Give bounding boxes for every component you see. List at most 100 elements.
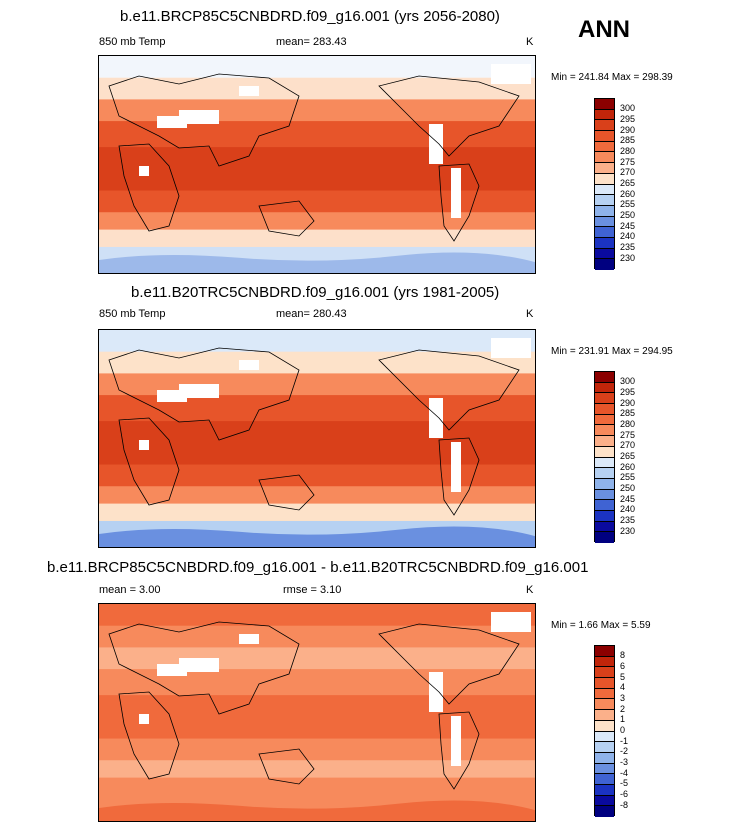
- antarctica-region: [99, 252, 535, 273]
- colorbar-swatch: [595, 510, 614, 522]
- colorbar-tick-label: -6: [620, 789, 629, 800]
- colorbar-tick-label: -5: [620, 778, 629, 789]
- temperature-band: [99, 77, 535, 101]
- panel-3-rmse-label: rmse = 3.10: [283, 584, 342, 596]
- colorbar-swatch: [595, 99, 614, 110]
- coastline: [438, 711, 480, 790]
- colorbar-tick-label: 275: [620, 156, 636, 167]
- colorbar-tick-label: 2: [620, 703, 626, 714]
- panel-2-colorbar-labels: 300 295 290 285 280 275 270 265 260 255 250 245 240 2…: [620, 371, 660, 542]
- colorbar-swatch: [595, 227, 614, 238]
- temperature-band: [99, 604, 535, 627]
- colorbar-swatch: [595, 404, 614, 415]
- temperature-band: [99, 625, 535, 649]
- missing-data-mask: [139, 714, 149, 724]
- missing-data-mask: [491, 338, 531, 358]
- colorbar-swatch: [595, 372, 614, 383]
- coastline: [378, 623, 520, 705]
- colorbar-swatch: [595, 731, 614, 743]
- coastline: [258, 748, 315, 785]
- panel-1-map: [98, 55, 536, 274]
- panel-3-minmax: Min = 1.66 Max = 5.59: [551, 620, 651, 631]
- temperature-band: [99, 421, 535, 466]
- panel-3-map: [98, 603, 536, 822]
- temperature-band: [99, 777, 535, 796]
- coastline: [108, 347, 300, 441]
- colorbar-tick-label: 255: [620, 472, 636, 483]
- coastline: [118, 691, 180, 780]
- antarctica-region: [99, 526, 535, 547]
- season-label: ANN: [578, 16, 630, 43]
- temperature-band: [99, 351, 535, 375]
- colorbar-tick-label: 6: [620, 660, 626, 671]
- colorbar-tick-label: 240: [620, 231, 636, 242]
- missing-data-mask: [139, 166, 149, 176]
- panel-2-minmax: Min = 231.91 Max = 294.95: [551, 346, 673, 357]
- panel-2-mean-label: mean= 280.43: [276, 308, 347, 320]
- temperature-band: [99, 503, 535, 522]
- temperature-band: [99, 486, 535, 505]
- colorbar-tick-label: 235: [620, 242, 636, 253]
- panel-3-title: b.e11.BRCP85C5CNBDRD.f09_g16.001 - b.e11…: [47, 559, 589, 576]
- colorbar-swatch: [595, 216, 614, 228]
- temperature-band: [99, 738, 535, 762]
- colorbar-swatch: [595, 141, 614, 153]
- coastline: [108, 73, 300, 167]
- colorbar-swatch: [595, 152, 614, 164]
- colorbar-tick-label: -4: [620, 767, 629, 778]
- colorbar-swatch: [595, 667, 614, 679]
- panel-1-minmax: Min = 241.84 Max = 298.39: [551, 72, 673, 83]
- coastline: [378, 75, 520, 157]
- panel-2-contour-plot: [99, 330, 535, 547]
- colorbar-swatch: [595, 425, 614, 437]
- colorbar-swatch: [595, 468, 614, 479]
- colorbar-tick-label: 230: [620, 525, 636, 536]
- panel-2-map: [98, 329, 536, 548]
- colorbar-tick-label: 250: [620, 483, 636, 494]
- temperature-band: [99, 56, 535, 79]
- colorbar-tick-label: 260: [620, 461, 636, 472]
- colorbar-swatch: [595, 237, 614, 249]
- colorbar-tick-label: 280: [620, 145, 636, 156]
- missing-data-mask: [491, 612, 531, 632]
- colorbar-tick-label: 4: [620, 682, 626, 693]
- colorbar-tick-label: 295: [620, 113, 636, 124]
- panel-3-colorbar: [594, 645, 615, 817]
- temperature-band: [99, 330, 535, 353]
- missing-data-mask: [451, 168, 461, 218]
- colorbar-swatch: [595, 774, 614, 785]
- colorbar-tick-label: 230: [620, 252, 636, 263]
- colorbar-swatch: [595, 131, 614, 142]
- colorbar-swatch: [595, 457, 614, 469]
- colorbar-swatch: [595, 678, 614, 689]
- panel-1-colorbar-labels: 300 295 290 285 280 275 270 265 260 255 250 245 240 2…: [620, 98, 660, 269]
- missing-data-mask: [179, 110, 219, 124]
- colorbar-tick-label: 245: [620, 493, 636, 504]
- panel-3-contour-plot: [99, 604, 535, 821]
- colorbar-tick-label: 280: [620, 418, 636, 429]
- colorbar-swatch: [595, 500, 614, 511]
- panel-1-units-label: K: [526, 36, 534, 48]
- colorbar-swatch: [595, 699, 614, 711]
- colorbar-swatch: [595, 436, 614, 447]
- colorbar-tick-label: 285: [620, 408, 636, 419]
- colorbar-tick-label: 235: [620, 515, 636, 526]
- panel-3-colorbar-labels: 8 6 5 4 3 2 1 0 -1 -2 -3 -4 -5 -6 -8: [620, 645, 660, 816]
- colorbar-tick-label: 270: [620, 440, 636, 451]
- colorbar-swatch: [595, 784, 614, 796]
- coastline: [258, 474, 315, 511]
- colorbar-tick-label: 255: [620, 199, 636, 210]
- temperature-band: [99, 212, 535, 231]
- missing-data-mask: [139, 440, 149, 450]
- panel-3-mean-label: mean = 3.00: [99, 584, 161, 596]
- temperature-band: [99, 464, 535, 488]
- colorbar-swatch: [595, 205, 614, 217]
- colorbar-swatch: [595, 521, 614, 533]
- coastline: [258, 200, 315, 237]
- missing-data-mask: [239, 360, 259, 370]
- coastline: [118, 143, 180, 232]
- colorbar-tick-label: 245: [620, 220, 636, 231]
- colorbar-tick-label: 300: [620, 376, 636, 387]
- colorbar-tick-label: 265: [620, 178, 636, 188]
- colorbar-swatch: [595, 248, 614, 260]
